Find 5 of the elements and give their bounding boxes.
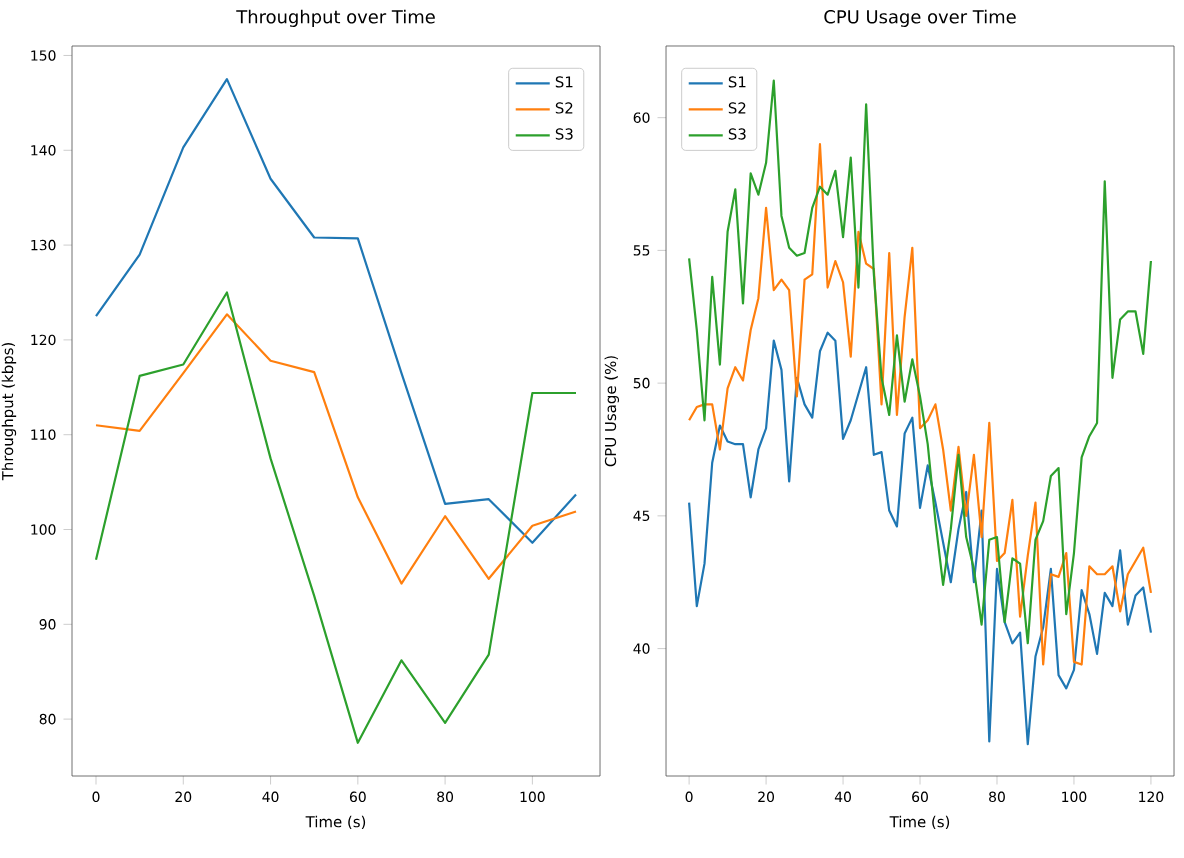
line-series bbox=[94, 291, 578, 744]
chart-title: Throughput over Time bbox=[236, 9, 435, 27]
line-series bbox=[94, 78, 578, 544]
line-series bbox=[94, 313, 578, 585]
chart-title: CPU Usage over Time bbox=[824, 9, 1016, 27]
